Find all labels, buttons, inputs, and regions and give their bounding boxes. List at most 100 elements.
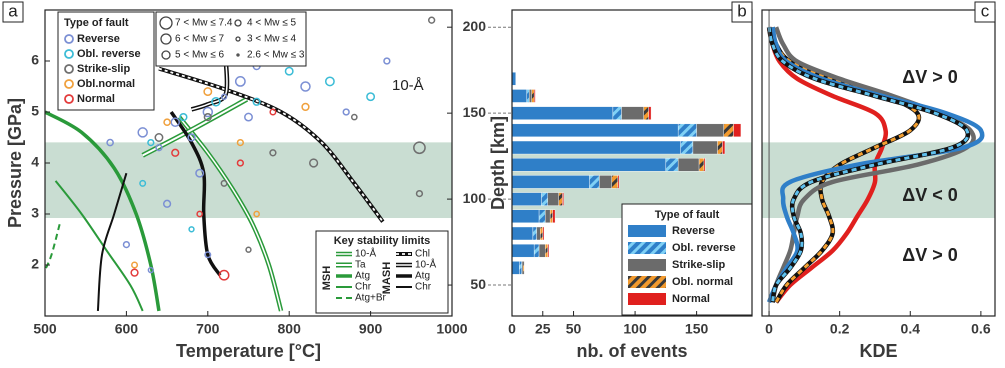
y-tick-label: 2 <box>31 256 39 272</box>
data-point <box>383 57 391 65</box>
bar-segment <box>562 192 564 206</box>
x-tick-label: 100 <box>623 321 647 337</box>
legend-label: 5 < Mw ≤ 6 <box>175 50 225 61</box>
data-point <box>147 266 154 274</box>
data-point <box>413 141 426 155</box>
bar-segment <box>558 192 563 206</box>
bar-segment <box>547 243 550 258</box>
y2-tick-label: 100 <box>463 190 487 206</box>
plot-frame <box>761 9 996 317</box>
annotation: ΔV < 0 <box>902 185 957 205</box>
kde-line <box>770 26 976 303</box>
legend-label: Obl.normal <box>77 78 135 90</box>
panel-label: b <box>737 1 746 20</box>
bar-segment <box>532 226 537 241</box>
data-point <box>147 138 155 147</box>
data-point <box>170 117 181 127</box>
data-point <box>155 144 163 152</box>
legend-label: Chr <box>355 282 372 293</box>
legend-label: Ta <box>355 260 366 271</box>
curve-inner <box>142 98 248 157</box>
y2-tick-label: 150 <box>463 104 487 120</box>
data-point <box>284 66 294 76</box>
legend-group: MASH <box>381 262 393 294</box>
data-point <box>342 108 350 116</box>
legend-label: Atg <box>415 271 430 282</box>
legend-swatch <box>628 276 666 288</box>
legend-label: 7 < Mw ≤ 7.4 <box>175 18 233 29</box>
bar-segment <box>677 123 697 138</box>
data-point <box>122 240 131 249</box>
bar-segment <box>665 158 679 172</box>
bar-segment <box>519 261 523 275</box>
plot-area <box>45 16 436 312</box>
data-point <box>309 158 319 168</box>
data-point <box>188 226 195 233</box>
legend-marker <box>64 49 74 59</box>
legend-box <box>155 11 307 67</box>
annotation: ΔV > 0 <box>902 245 957 265</box>
curve-inner <box>158 67 384 223</box>
shaded-band <box>45 142 452 219</box>
legend-label: Reverse <box>672 225 715 237</box>
panel-label: a <box>8 1 18 20</box>
data-point <box>234 75 246 87</box>
legend-marker <box>64 64 74 74</box>
plot-frame <box>511 9 753 317</box>
legend-label: 10-Å <box>355 247 376 260</box>
annotation: ΔV > 0 <box>902 67 957 87</box>
panel-label: c <box>981 1 990 20</box>
data-point <box>218 269 230 281</box>
data-point <box>187 133 196 142</box>
data-point <box>154 133 164 142</box>
bar-segment <box>538 209 546 223</box>
bar-segment <box>680 140 694 155</box>
bar-segment <box>545 209 551 223</box>
bar-segment <box>549 209 553 223</box>
data-point <box>139 179 147 187</box>
bar-segment <box>511 243 535 258</box>
x-tick-label: 25 <box>535 321 551 337</box>
y-axis-title: Pressure [GPa] <box>5 98 25 228</box>
legend-marker <box>236 53 240 57</box>
legend-label: Chl <box>415 249 430 260</box>
legend-marker <box>64 79 74 89</box>
legend-label: Chr <box>415 282 432 293</box>
data-point <box>253 210 260 218</box>
x-tick-label: 700 <box>196 321 220 337</box>
bar-segment <box>511 175 590 189</box>
y-tick-label: 5 <box>31 103 39 119</box>
legend-label: Reverse <box>77 33 120 45</box>
legend-label: Atg <box>355 271 370 282</box>
x-tick-label: 150 <box>685 321 709 337</box>
bar-segment <box>533 243 540 258</box>
legend-swatch <box>628 242 666 254</box>
x-tick-label: 800 <box>278 321 302 337</box>
data-point <box>366 92 376 102</box>
panel-label-box <box>2 1 24 23</box>
bar-segment <box>612 106 622 120</box>
bar-segment <box>621 106 644 120</box>
legend-marker <box>159 16 173 30</box>
data-point <box>203 87 213 97</box>
bar-segment <box>677 158 700 172</box>
bar-segment <box>511 89 527 103</box>
y-tick-label: 4 <box>31 154 39 170</box>
x-tick-label: 900 <box>359 321 383 337</box>
bar-segment <box>511 123 679 138</box>
legend-label: Obl. reverse <box>672 242 736 254</box>
legend-label: Normal <box>77 93 115 105</box>
x-axis-title: KDE <box>859 341 897 361</box>
x-tick-label: 0.4 <box>901 321 921 337</box>
x-tick-label: 1000 <box>436 321 467 337</box>
curve <box>96 172 128 311</box>
data-point <box>204 251 212 259</box>
data-point <box>300 81 311 92</box>
bar-segment <box>611 175 619 189</box>
legend-swatch <box>628 225 666 237</box>
data-point <box>245 246 252 253</box>
bar-segment <box>542 226 545 241</box>
legend-label: 2.6 < Mw ≤ 3 <box>247 50 305 61</box>
legend-box <box>57 11 155 111</box>
